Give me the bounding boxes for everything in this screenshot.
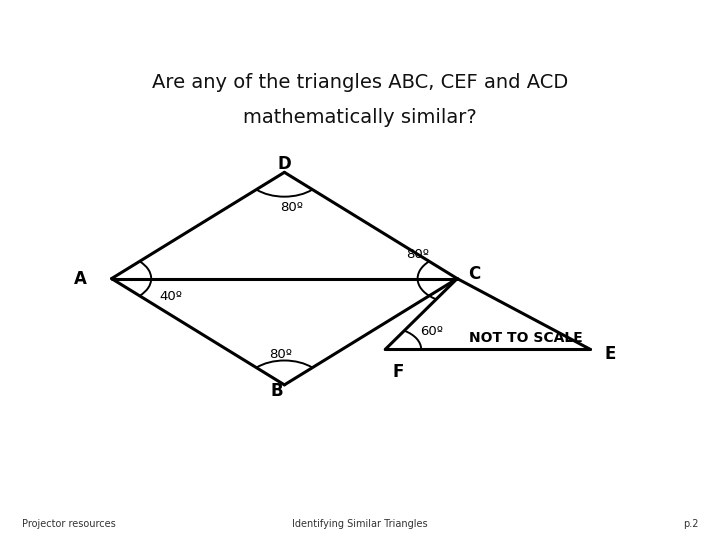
Text: 80º: 80º [406,248,429,261]
Text: 60º: 60º [420,325,444,338]
Text: A: A [73,269,86,288]
Text: F: F [392,363,404,381]
Text: NOT TO SCALE: NOT TO SCALE [469,332,582,346]
Text: 40º: 40º [159,290,182,303]
Text: Projector resources: Projector resources [22,519,115,529]
Text: 80º: 80º [280,201,303,214]
Text: mathematically similar?: mathematically similar? [243,108,477,127]
Text: Identifying Similar Triangles: Identifying Similar Triangles [292,519,428,529]
Text: Checking for Similarity: Checking for Similarity [189,15,531,42]
Text: C: C [468,265,480,284]
Text: D: D [277,156,292,173]
Text: B: B [271,382,284,400]
Text: Are any of the triangles ABC, CEF and ACD: Are any of the triangles ABC, CEF and AC… [152,73,568,92]
Text: p.2: p.2 [683,519,698,529]
Text: 80º: 80º [269,348,292,361]
Text: E: E [605,345,616,363]
